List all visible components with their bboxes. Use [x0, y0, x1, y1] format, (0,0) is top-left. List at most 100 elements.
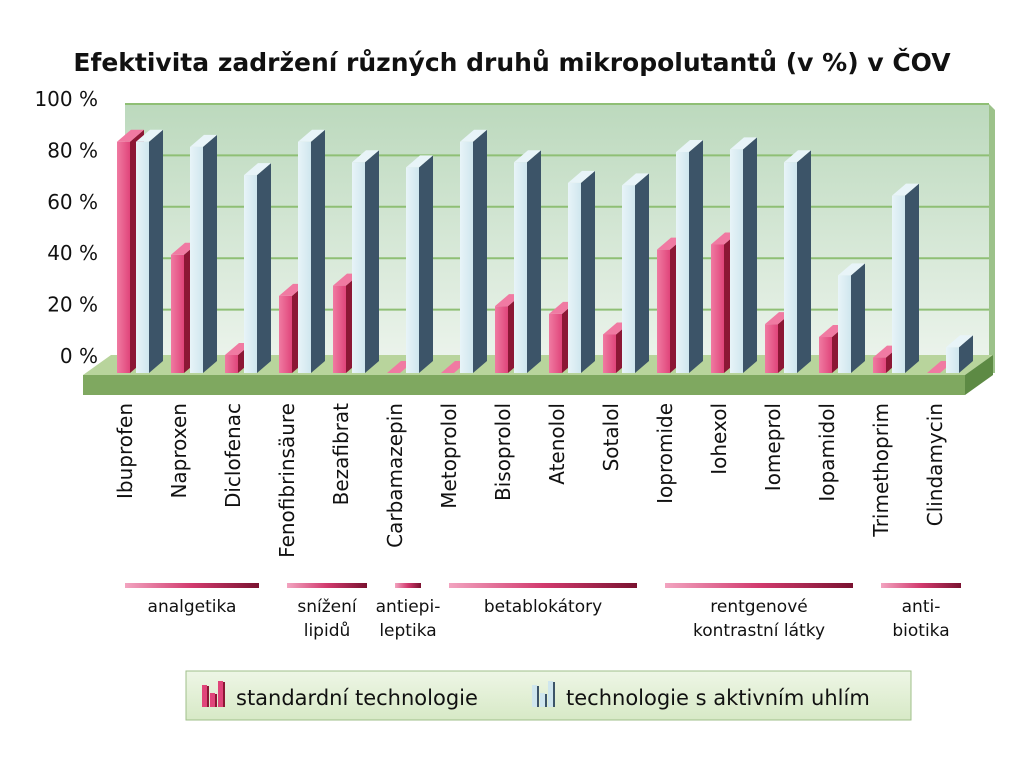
legend-swatch-bar — [540, 693, 545, 707]
bar-top — [622, 173, 649, 186]
bar-face — [711, 244, 724, 373]
bar-top — [568, 170, 595, 183]
bar-face — [657, 249, 670, 373]
group-label: leptika — [379, 621, 436, 641]
bar-side — [257, 163, 271, 373]
bar-top — [460, 129, 487, 142]
bar-face — [946, 347, 959, 373]
group-underline — [395, 583, 421, 588]
bar-top — [190, 134, 217, 147]
y-tick-label: 80 % — [47, 138, 98, 162]
bar-top — [514, 150, 541, 163]
group-underline — [287, 583, 367, 588]
y-axis: 0 % 20 % 40 % 60 % 80 % 100 % — [34, 87, 98, 368]
group-label: anti- — [902, 597, 941, 617]
bar-face — [730, 149, 743, 373]
group-underline — [125, 583, 259, 588]
bar-top — [352, 150, 379, 163]
bar-side — [203, 134, 217, 373]
legend-swatch-bar-side — [223, 682, 225, 707]
legend-swatch-bar-side — [207, 686, 209, 707]
bar-carbon — [946, 335, 973, 373]
bar-side — [743, 137, 757, 373]
category-label: Metoprolol — [437, 403, 461, 509]
bar-carbon — [892, 183, 919, 373]
bar-face — [333, 285, 346, 373]
bar-face — [819, 337, 832, 373]
category-label: Ibuprofen — [113, 403, 137, 499]
group-label: analgetika — [148, 597, 237, 617]
bar-carbon — [136, 129, 163, 373]
bar-side — [149, 129, 163, 373]
legend-swatch-bar — [210, 693, 215, 707]
legend-label-carbon: technologie s aktivním uhlím — [566, 686, 870, 710]
category-label: Iopamidol — [815, 403, 839, 502]
bar-carbon — [244, 163, 271, 373]
group-label: rentgenové — [710, 597, 807, 617]
legend-swatch-bar-side — [537, 686, 539, 707]
bar-face — [406, 167, 419, 373]
bar-top — [838, 263, 865, 276]
y-tick-label: 20 % — [47, 293, 98, 317]
bar-top — [244, 163, 271, 176]
bars — [117, 129, 973, 373]
bar-side — [635, 173, 649, 373]
y-tick-label: 60 % — [47, 190, 98, 214]
category-label: Iomeprol — [761, 403, 785, 491]
bar-carbon — [838, 263, 865, 373]
bar-side — [365, 150, 379, 373]
plot-right-wall — [989, 104, 995, 373]
category-group: betablokátory — [449, 583, 637, 617]
legend-swatch-bar-side — [553, 682, 555, 707]
bar-face — [495, 306, 508, 373]
bar-top — [117, 129, 144, 142]
bar-carbon — [352, 150, 379, 373]
category-label: Atenolol — [545, 403, 569, 485]
bar-top — [406, 155, 433, 168]
category-label: Carbamazepin — [383, 403, 407, 548]
bar-face — [117, 141, 130, 373]
bar-top — [892, 183, 919, 196]
bar-face — [568, 182, 581, 373]
group-underline — [665, 583, 853, 588]
category-labels: Ibuprofen Naproxen Diclofenac Fenofibrinsäu… — [113, 403, 947, 558]
y-tick-label: 40 % — [47, 241, 98, 265]
legend-swatch-bar-side — [215, 694, 217, 707]
bar-carbon — [676, 139, 703, 373]
group-label: antiepi- — [376, 597, 441, 617]
bar-face — [244, 175, 257, 373]
chart-title: Efektivita zadržení různých druhů mikrop… — [73, 47, 951, 77]
group-label: biotika — [892, 621, 949, 641]
category-group: snížení lipidů — [287, 583, 367, 641]
bar-face — [784, 162, 797, 373]
bar-carbon — [568, 170, 595, 373]
bar-face — [460, 141, 473, 373]
floor-side — [965, 355, 993, 395]
bar-carbon — [406, 155, 433, 373]
bar-face — [873, 357, 886, 373]
bar-face — [190, 146, 203, 373]
bar-carbon — [514, 150, 541, 373]
bar-face — [352, 162, 365, 373]
group-label: kontrastní látky — [693, 621, 825, 641]
bar-carbon — [190, 134, 217, 373]
category-group: anti-biotika — [881, 583, 961, 641]
legend-swatch-bar — [218, 681, 223, 707]
bar-carbon — [298, 129, 325, 373]
bar-side — [527, 150, 541, 373]
group-label: lipidů — [304, 621, 351, 641]
category-label: Bisoprolol — [491, 403, 515, 501]
bar-face — [603, 334, 616, 373]
legend-swatch-carbon — [532, 681, 555, 707]
bar-face — [225, 355, 238, 373]
bar-face — [622, 185, 635, 373]
bar-side — [419, 155, 433, 373]
bar-face — [676, 151, 689, 373]
legend-swatch-bar — [202, 685, 207, 707]
legend-label-standard: standardní technologie — [236, 686, 478, 710]
category-label: Diclofenac — [221, 403, 245, 508]
legend-swatch-standard — [202, 681, 225, 707]
bar-carbon — [460, 129, 487, 373]
legend-swatch-bar-side — [545, 694, 547, 707]
